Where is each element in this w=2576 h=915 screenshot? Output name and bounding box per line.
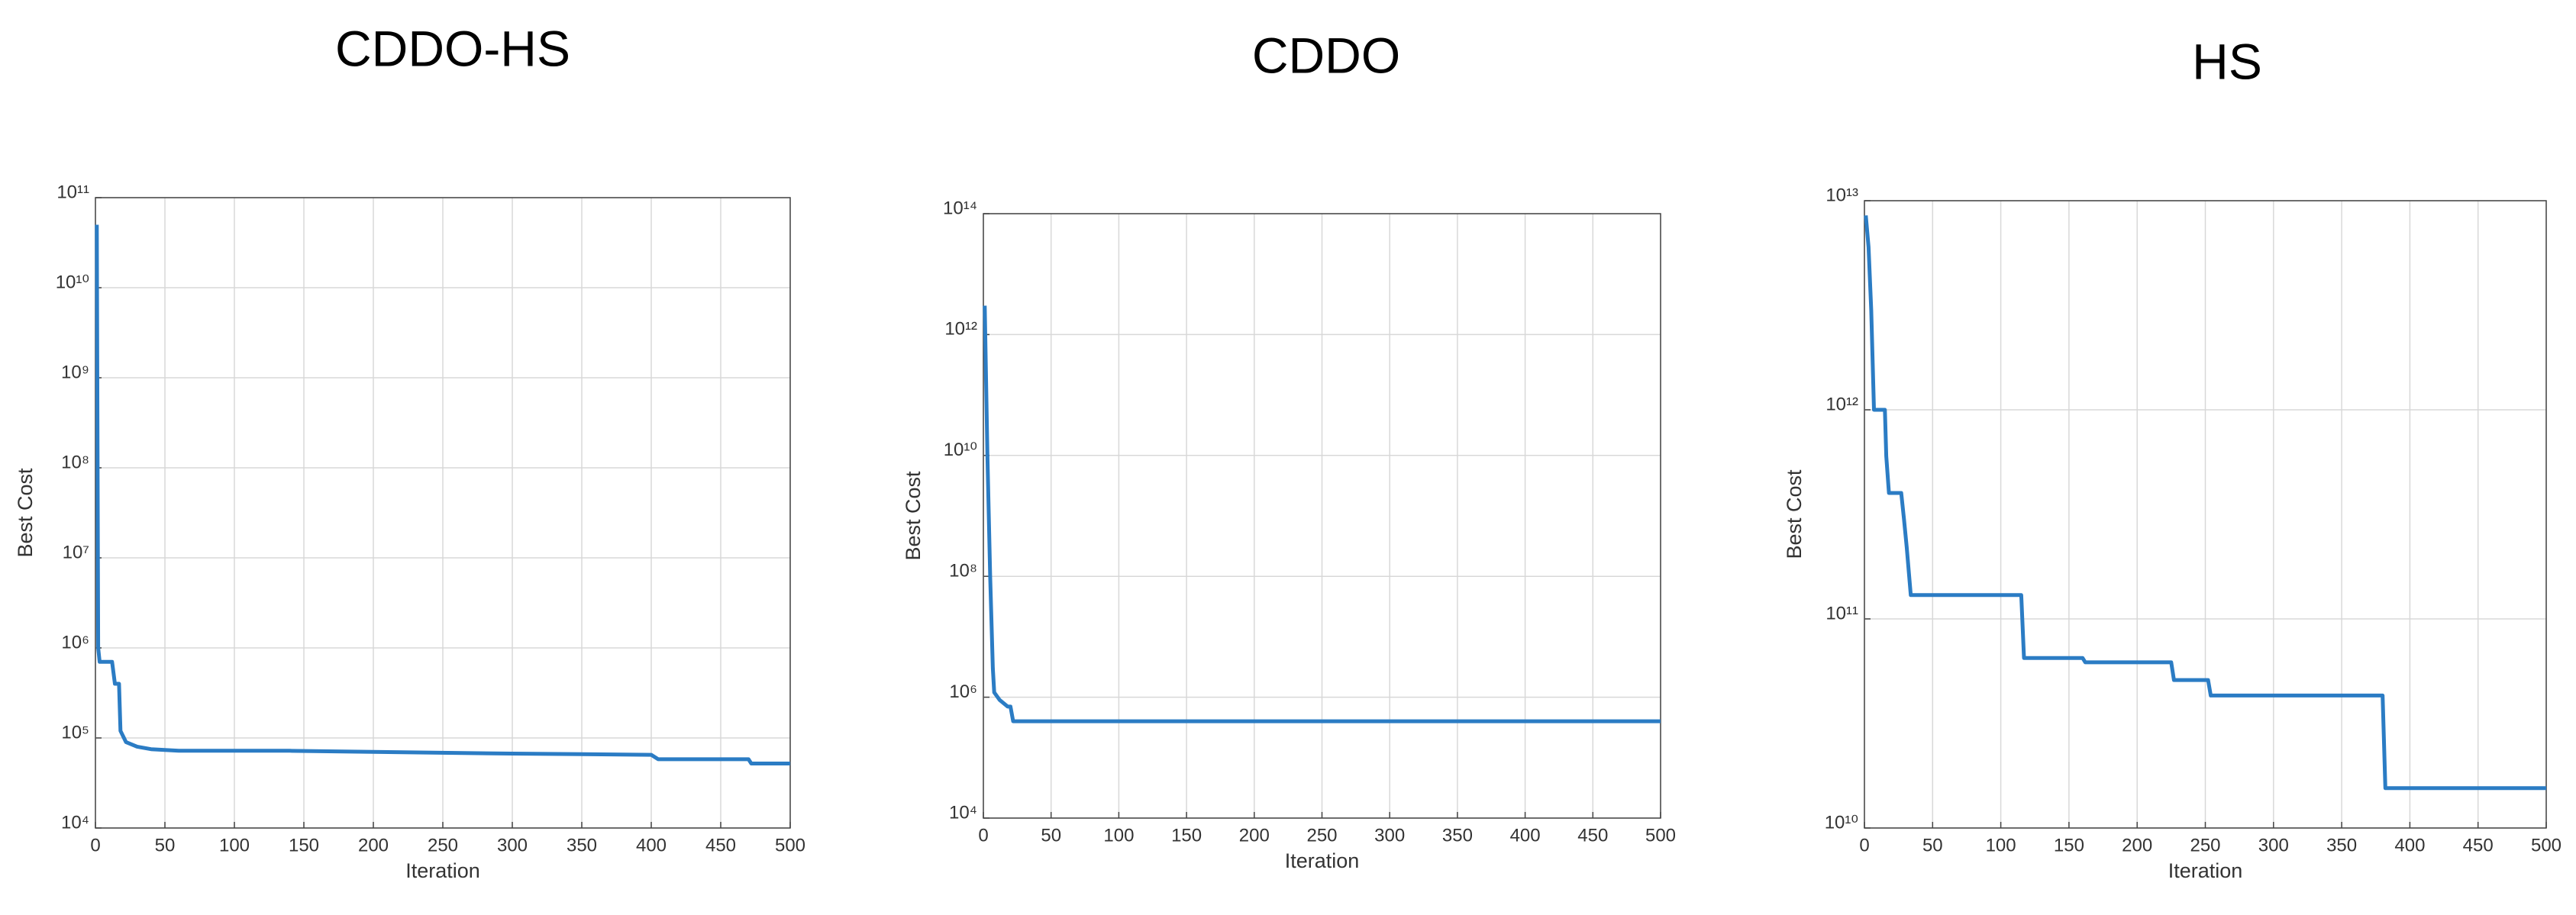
x-tick-label: 250 — [1306, 825, 1337, 846]
y-tick-label: 10⁶ — [61, 632, 89, 652]
x-tick-label: 400 — [636, 835, 667, 855]
x-tick-label: 100 — [1986, 835, 2016, 855]
x-tick-label: 150 — [1171, 825, 1202, 846]
y-axis-label: Best Cost — [1783, 469, 1806, 559]
y-tick-label: 10⁵ — [61, 722, 89, 743]
y-axis-label: Best Cost — [14, 468, 37, 558]
x-tick-label: 200 — [1239, 825, 1270, 846]
y-tick-label: 10⁸ — [61, 452, 89, 472]
x-tick-label: 200 — [358, 835, 389, 855]
x-tick-label: 100 — [219, 835, 250, 855]
y-axis-label: Best Cost — [902, 471, 925, 561]
y-tick-label: 10¹⁰ — [1825, 812, 1858, 833]
x-tick-label: 50 — [1041, 825, 1061, 846]
chart: CDDO 10⁴ 10⁶ 10⁸ 10¹⁰ 10¹² 10¹⁴ 0 50 100 150 200 250… — [902, 27, 1676, 872]
cost-line — [1864, 215, 2546, 791]
y-tick-label: 10¹⁴ — [943, 198, 977, 218]
y-tick-label: 10⁴ — [61, 812, 89, 833]
plot-frame — [95, 197, 791, 829]
x-tick-label: 350 — [567, 835, 597, 855]
x-tick-label: 300 — [1374, 825, 1405, 846]
x-tick-label: 500 — [1645, 825, 1676, 846]
x-tick-label: 500 — [775, 835, 805, 855]
plot-frame — [983, 213, 1661, 819]
x-tick-label: 150 — [2054, 835, 2084, 855]
x-tick-label: 450 — [1577, 825, 1608, 846]
chart-title: CDDO — [1252, 27, 1400, 83]
chart: HS 10¹⁰ 10¹¹ 10¹² 10¹³ 0 50 100 150 200 250 300 350 4… — [1783, 33, 2561, 882]
plot-frame — [1864, 200, 2547, 829]
x-axis-label: Iteration — [1285, 849, 1360, 872]
x-tick-label: 50 — [155, 835, 176, 855]
x-tick-label: 450 — [705, 835, 736, 855]
chart-title: HS — [2192, 33, 2262, 89]
x-tick-label: 300 — [497, 835, 528, 855]
x-tick-label: 0 — [90, 835, 100, 855]
y-tick-label: 10⁶ — [949, 681, 977, 702]
x-tick-label: 250 — [428, 835, 458, 855]
cost-line — [95, 224, 790, 765]
y-tick-label: 10⁴ — [949, 802, 977, 823]
y-tick-label: 10⁷ — [63, 542, 89, 562]
y-tick-label: 10¹⁰ — [944, 440, 977, 460]
y-tick-label: 10¹² — [1825, 394, 1858, 414]
x-tick-label: 500 — [2531, 835, 2561, 855]
x-tick-label: 350 — [1442, 825, 1473, 846]
x-tick-label: 0 — [978, 825, 988, 846]
x-axis-label: Iteration — [405, 859, 480, 882]
x-tick-label: 450 — [2463, 835, 2494, 855]
x-tick-label: 400 — [2394, 835, 2425, 855]
y-tick-label: 10¹¹ — [1825, 603, 1858, 623]
y-tick-label: 10¹³ — [1825, 185, 1858, 205]
x-axis-label: Iteration — [2168, 859, 2243, 882]
x-tick-label: 200 — [2122, 835, 2152, 855]
x-tick-label: 250 — [2190, 835, 2220, 855]
x-tick-label: 300 — [2258, 835, 2289, 855]
y-tick-label: 10¹² — [944, 319, 977, 340]
x-tick-label: 100 — [1103, 825, 1134, 846]
y-tick-label: 10¹¹ — [56, 182, 89, 202]
cost-line — [983, 305, 1661, 723]
chart: CDDO-HS 10⁴ 10⁵ 10⁶ 10⁷ 10⁸ 10⁹ 10¹⁰ 10¹¹ 0 50 100 1… — [14, 20, 805, 882]
x-tick-label: 150 — [289, 835, 319, 855]
y-tick-label: 10⁸ — [949, 561, 977, 582]
y-tick-label: 10¹⁰ — [56, 272, 89, 292]
y-tick-label: 10⁹ — [61, 362, 89, 382]
x-tick-label: 400 — [1510, 825, 1541, 846]
x-tick-label: 350 — [2326, 835, 2357, 855]
x-tick-label: 0 — [1859, 835, 1869, 855]
x-tick-label: 50 — [1922, 835, 1943, 855]
chart-title: CDDO-HS — [335, 20, 570, 76]
